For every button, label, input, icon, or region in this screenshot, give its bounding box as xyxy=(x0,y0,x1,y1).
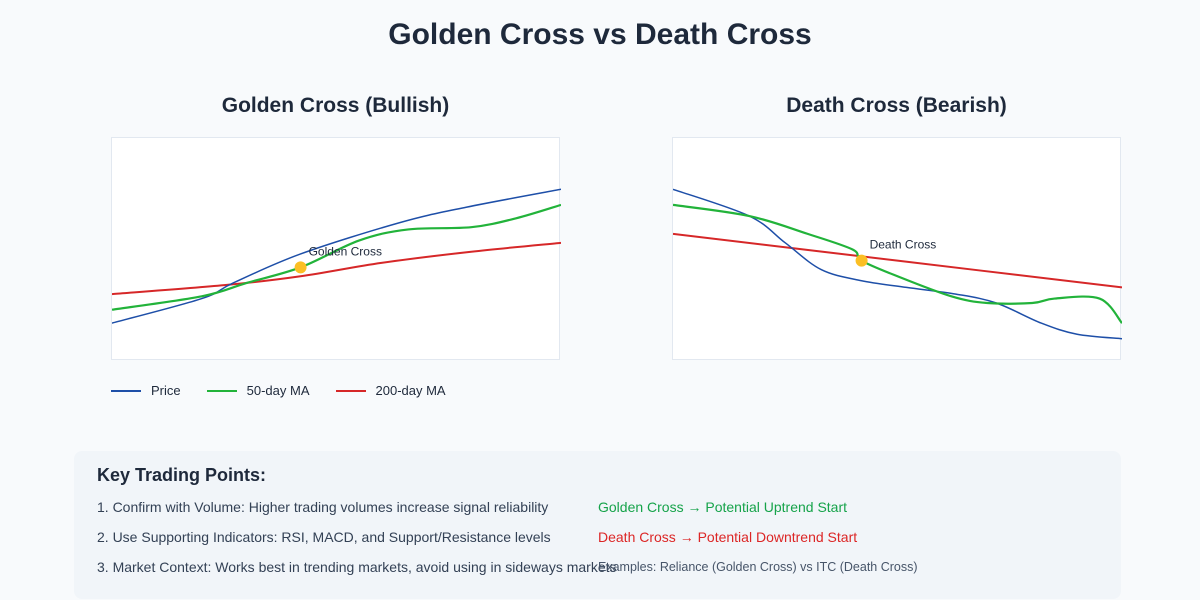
legend-item-200-day-ma: 200-day MA xyxy=(335,383,446,398)
series-line-200-day-ma xyxy=(672,232,1123,289)
legend-swatch xyxy=(335,389,366,392)
key-points-heading: Key Trading Points: xyxy=(97,465,267,485)
key-points-panel: Key Trading Points: 1. Confirm with Volu… xyxy=(74,451,1121,599)
key-point: 1. Confirm with Volume: Higher trading v… xyxy=(97,499,549,515)
series-line-50-day-ma xyxy=(672,203,1123,324)
golden-cross-note: Golden Cross → Potential Uptrend Start xyxy=(598,499,848,515)
golden-cross-chart: Golden Cross xyxy=(111,137,562,360)
legend-label: 50-day MA xyxy=(246,383,310,398)
chart-title-golden: Golden Cross (Bullish) xyxy=(221,94,450,117)
cross-marker xyxy=(855,254,868,267)
examples-note: Examples: Reliance (Golden Cross) vs ITC… xyxy=(598,560,918,574)
series-line-50-day-ma xyxy=(111,203,562,311)
death-cross-note: Death Cross → Potential Downtrend Start xyxy=(598,529,858,545)
cross-annotation-label: Death Cross xyxy=(870,238,937,252)
chart-legend: Price 50-day MA 200-day MA xyxy=(111,383,446,398)
death-cross-plot: Death Cross xyxy=(672,188,1123,340)
series-line-price xyxy=(672,188,1123,340)
legend-swatch xyxy=(111,389,141,392)
page-title: Golden Cross vs Death Cross xyxy=(388,18,812,51)
key-point: 3. Market Context: Works best in trendin… xyxy=(97,559,617,575)
cross-annotation-label: Golden Cross xyxy=(309,244,382,258)
legend-item-50-day-ma: 50-day MA xyxy=(206,383,310,398)
legend-label: 200-day MA xyxy=(375,383,446,398)
legend-swatch xyxy=(206,389,237,392)
legend-label: Price xyxy=(151,383,181,398)
key-point: 2. Use Supporting Indicators: RSI, MACD,… xyxy=(97,529,551,545)
golden-cross-plot: Golden Cross xyxy=(111,188,562,324)
series-line-200-day-ma xyxy=(111,241,562,296)
chart-title-death: Death Cross (Bearish) xyxy=(786,94,1007,117)
legend-item-price: Price xyxy=(111,383,181,398)
death-cross-chart: Death Cross xyxy=(672,137,1123,360)
series-line-price xyxy=(111,188,562,324)
cross-marker xyxy=(294,261,307,274)
